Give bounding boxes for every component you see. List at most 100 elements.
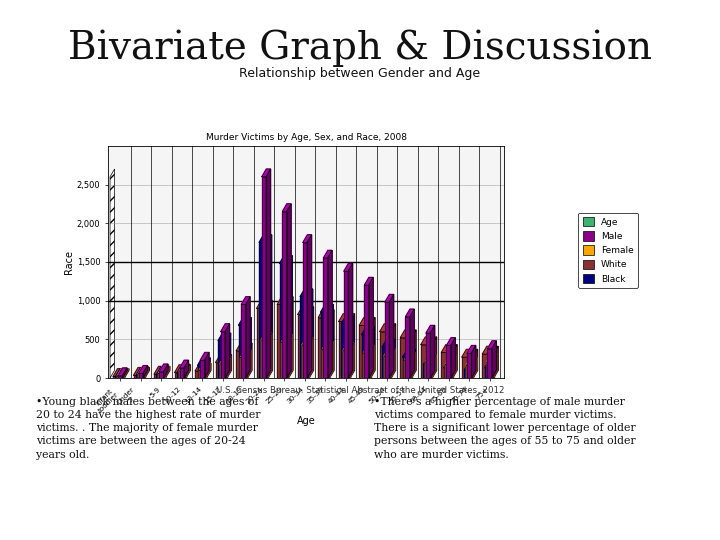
Polygon shape: [282, 335, 292, 342]
Polygon shape: [369, 278, 373, 378]
Polygon shape: [122, 368, 127, 378]
Polygon shape: [206, 358, 210, 378]
Polygon shape: [144, 367, 148, 378]
Polygon shape: [328, 342, 333, 378]
Polygon shape: [452, 360, 456, 378]
Polygon shape: [236, 343, 252, 351]
Polygon shape: [164, 366, 169, 378]
Polygon shape: [405, 360, 410, 378]
X-axis label: Age: Age: [297, 416, 315, 426]
Polygon shape: [431, 326, 435, 378]
Polygon shape: [384, 356, 390, 378]
Polygon shape: [277, 297, 293, 305]
Polygon shape: [133, 375, 145, 378]
Polygon shape: [464, 362, 477, 370]
Polygon shape: [446, 357, 456, 364]
Polygon shape: [303, 235, 312, 242]
Polygon shape: [382, 347, 390, 378]
Polygon shape: [207, 363, 211, 378]
Polygon shape: [402, 357, 411, 378]
Polygon shape: [279, 264, 288, 378]
Polygon shape: [215, 355, 231, 362]
Polygon shape: [487, 349, 492, 378]
Polygon shape: [487, 362, 492, 378]
Polygon shape: [382, 339, 395, 347]
Polygon shape: [343, 351, 349, 378]
Polygon shape: [215, 362, 227, 378]
Polygon shape: [220, 356, 230, 364]
Polygon shape: [308, 289, 312, 378]
Polygon shape: [391, 324, 395, 378]
Polygon shape: [446, 346, 451, 378]
Polygon shape: [323, 342, 333, 349]
Polygon shape: [256, 308, 268, 378]
Polygon shape: [411, 349, 415, 378]
Polygon shape: [124, 369, 128, 378]
Polygon shape: [123, 368, 128, 378]
Polygon shape: [144, 368, 148, 378]
Polygon shape: [226, 333, 230, 378]
Polygon shape: [180, 360, 189, 368]
Polygon shape: [282, 204, 291, 212]
Polygon shape: [186, 365, 190, 378]
Polygon shape: [492, 355, 498, 378]
Polygon shape: [156, 367, 169, 375]
Polygon shape: [156, 375, 165, 378]
Polygon shape: [462, 357, 473, 378]
Polygon shape: [364, 278, 373, 285]
Polygon shape: [138, 367, 148, 375]
Polygon shape: [344, 264, 353, 271]
Polygon shape: [154, 366, 170, 374]
Polygon shape: [145, 368, 149, 378]
Polygon shape: [138, 375, 144, 378]
Polygon shape: [302, 338, 312, 346]
Polygon shape: [350, 314, 354, 378]
Polygon shape: [364, 346, 374, 353]
Polygon shape: [318, 318, 330, 378]
Polygon shape: [444, 360, 456, 368]
Polygon shape: [241, 297, 250, 305]
Polygon shape: [218, 333, 230, 341]
Polygon shape: [464, 370, 472, 378]
Polygon shape: [426, 333, 431, 378]
Polygon shape: [158, 366, 169, 374]
Polygon shape: [297, 314, 309, 378]
Polygon shape: [410, 353, 415, 378]
Polygon shape: [307, 235, 312, 378]
Polygon shape: [221, 332, 225, 378]
Polygon shape: [485, 360, 498, 368]
Polygon shape: [180, 368, 184, 378]
Polygon shape: [462, 349, 477, 357]
Polygon shape: [195, 371, 207, 378]
Polygon shape: [262, 177, 266, 378]
Polygon shape: [412, 330, 416, 378]
Polygon shape: [441, 353, 453, 378]
Polygon shape: [431, 357, 436, 378]
Polygon shape: [154, 374, 166, 378]
Polygon shape: [174, 365, 190, 373]
Legend: Age, Male, Female, White, Black: Age, Male, Female, White, Black: [578, 213, 638, 288]
Polygon shape: [118, 376, 122, 378]
Polygon shape: [364, 353, 369, 378]
Polygon shape: [159, 372, 163, 378]
Polygon shape: [431, 355, 436, 378]
Polygon shape: [361, 335, 370, 378]
Polygon shape: [341, 316, 354, 324]
Polygon shape: [115, 377, 124, 378]
Polygon shape: [338, 321, 350, 378]
Polygon shape: [240, 358, 246, 378]
Polygon shape: [451, 357, 456, 378]
Polygon shape: [482, 346, 498, 354]
Polygon shape: [379, 332, 391, 378]
Polygon shape: [390, 294, 394, 378]
Polygon shape: [466, 358, 477, 366]
Polygon shape: [303, 242, 307, 378]
Polygon shape: [115, 369, 128, 377]
Polygon shape: [300, 289, 312, 297]
Polygon shape: [349, 343, 354, 378]
Polygon shape: [369, 346, 374, 378]
Polygon shape: [400, 338, 412, 378]
Polygon shape: [262, 169, 271, 177]
Polygon shape: [379, 324, 395, 332]
Polygon shape: [494, 346, 498, 378]
